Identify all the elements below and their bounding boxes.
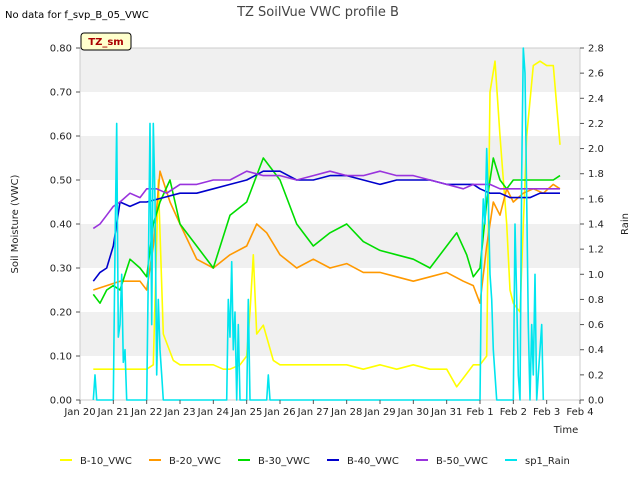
x-tick-label: Jan 28 xyxy=(330,407,362,418)
series-layer xyxy=(92,47,561,401)
y-tick-label: 0.60 xyxy=(50,132,72,143)
x-tick-label: Feb 1 xyxy=(466,407,493,418)
legend-label: sp1_Rain xyxy=(525,456,570,467)
y2-tick-label: 1.4 xyxy=(588,220,604,231)
grid-band xyxy=(80,48,580,92)
y2-tick-label: 2.4 xyxy=(588,94,604,105)
x-tick-label: Jan 26 xyxy=(263,407,295,418)
y2-tick-label: 2.6 xyxy=(588,69,604,80)
y2-tick-label: 2.0 xyxy=(588,144,604,155)
x-tick-label: Jan 30 xyxy=(397,407,429,418)
y-tick-label: 0.30 xyxy=(50,264,72,275)
grid-band xyxy=(80,136,580,180)
y2-tick-label: 0.0 xyxy=(588,396,604,407)
legend-label: B-30_VWC xyxy=(258,456,310,467)
y2-tick-label: 1.2 xyxy=(588,245,604,256)
y2-tick-label: 0.2 xyxy=(588,370,604,381)
series-line-B-40_VWC xyxy=(92,170,560,282)
y-tick-label: 0.80 xyxy=(50,44,72,55)
x-tick-label: Feb 2 xyxy=(500,407,527,418)
x-tick-label: Jan 29 xyxy=(363,407,395,418)
x-tick-label: Feb 3 xyxy=(533,407,560,418)
y2-tick-label: 0.6 xyxy=(588,320,604,331)
legend-label: B-50_VWC xyxy=(436,456,488,467)
x-axis: Jan 20 Jan 21 Jan 22 Jan 23 Jan 24 Jan 25 Jan … xyxy=(63,400,594,418)
x-tick-label: Jan 31 xyxy=(430,407,462,418)
chart-title: TZ SoilVue VWC profile B xyxy=(236,5,399,20)
plot-background xyxy=(80,48,580,400)
y-tick-label: 0.50 xyxy=(50,176,72,187)
x-tick-label: Jan 21 xyxy=(97,407,129,418)
grid-band xyxy=(80,224,580,268)
x-tick-label: Jan 25 xyxy=(230,407,262,418)
x-tick-label: Jan 22 xyxy=(130,407,162,418)
no-data-note: No data for f_svp_B_05_VWC xyxy=(5,10,149,21)
y-axis-title: Soil Moisture (VWC) xyxy=(10,174,21,273)
site-badge-label: TZ_sm xyxy=(88,37,123,48)
x-tick-label: Jan 27 xyxy=(297,407,329,418)
y-axis-left: 0.00 0.10 0.20 0.30 0.40 0.50 0.60 0.70 0.80 xyxy=(50,44,80,407)
y2-tick-label: 1.8 xyxy=(588,169,604,180)
y2-tick-label: 2.2 xyxy=(588,119,604,130)
y-tick-label: 0.10 xyxy=(50,352,72,363)
x-tick-label: Jan 24 xyxy=(197,407,229,418)
series-line-B-20_VWC xyxy=(93,170,561,305)
site-badge: TZ_sm xyxy=(80,32,132,51)
y2-tick-label: 2.8 xyxy=(588,44,604,55)
series-line-sp1_Rain xyxy=(92,47,545,401)
series-line-B-50_VWC xyxy=(92,170,560,230)
x-tick-label: Jan 20 xyxy=(63,407,95,418)
y-axis-right: 0.0 0.2 0.4 0.6 0.8 1.0 1.2 1.4 1.6 1.8 2.0 2.2 2.4 2… xyxy=(580,44,604,407)
x-axis-title: Time xyxy=(553,425,578,436)
y-tick-label: 0.70 xyxy=(50,88,72,99)
series-line-B-30_VWC xyxy=(92,157,561,305)
y2-tick-label: 0.4 xyxy=(588,345,604,356)
y2-tick-label: 1.6 xyxy=(588,194,604,205)
series-line-B-10_VWC xyxy=(93,60,561,388)
legend: B-10_VWC B-20_VWC B-30_VWC B-40_VWC B-50_VWC… xyxy=(60,456,570,467)
y-tick-label: 0.20 xyxy=(50,308,72,319)
x-tick-label: Feb 4 xyxy=(566,407,593,418)
y-tick-label: 0.00 xyxy=(50,396,72,407)
y2-tick-label: 1.0 xyxy=(588,270,604,281)
legend-label: B-40_VWC xyxy=(347,456,399,467)
y2-tick-label: 0.8 xyxy=(588,295,604,306)
y-tick-label: 0.40 xyxy=(50,220,72,231)
x-tick-label: Jan 23 xyxy=(163,407,195,418)
legend-label: B-20_VWC xyxy=(169,456,221,467)
legend-label: B-10_VWC xyxy=(80,456,132,467)
y2-axis-title: Rain xyxy=(620,213,631,235)
